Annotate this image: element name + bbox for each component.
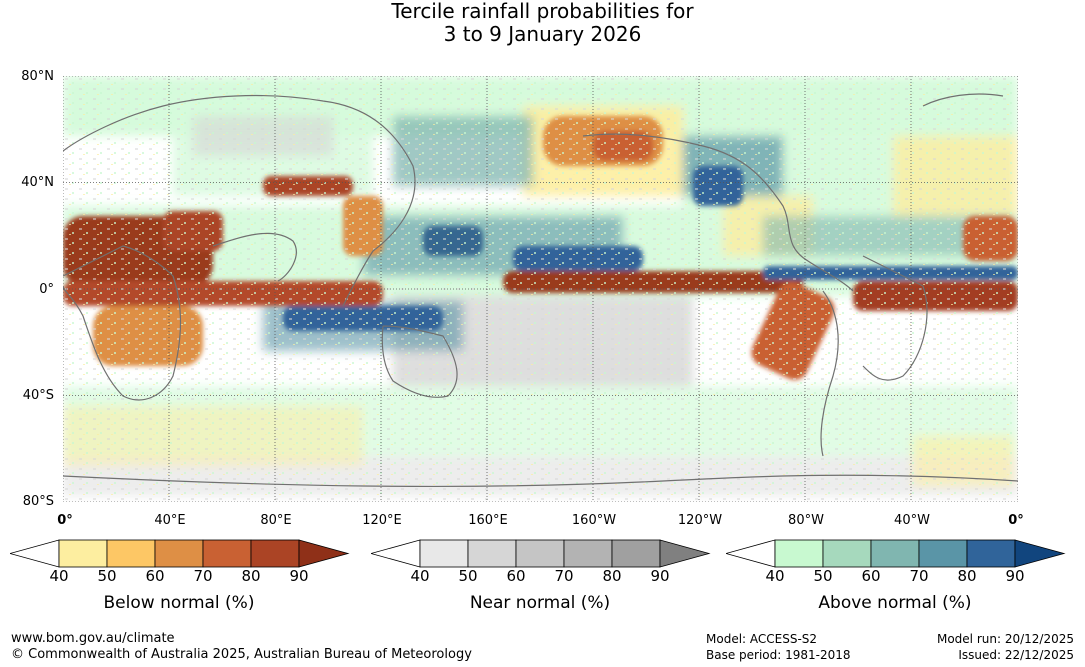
model-name: Model: ACCESS-S2 — [706, 632, 818, 646]
lat-label-80s: 80°S — [22, 494, 54, 509]
legend-below-tick-50: 50 — [97, 567, 117, 585]
gridlines — [63, 76, 1018, 502]
legend-near-tick-50: 50 — [458, 567, 478, 585]
legend-near-swatch-50 — [467, 539, 517, 568]
base-period: Base period: 1981-2018 — [706, 648, 851, 662]
legend-below-swatch-80 — [250, 539, 300, 568]
legend-below-swatch-70 — [202, 539, 252, 568]
legend-above-title: Above normal (%) — [818, 593, 972, 613]
legend-below-swatch-40 — [58, 539, 108, 568]
legend-near-swatch-70 — [563, 539, 613, 568]
lat-label-80n: 80°N — [21, 69, 54, 84]
lat-label-40s: 40°S — [22, 388, 54, 403]
legend-near-tick-90: 90 — [650, 567, 670, 585]
legend-below-title: Below normal (%) — [103, 593, 255, 613]
lon-label-160e: 160°E — [468, 513, 508, 528]
legend-below-swatch-60 — [154, 539, 204, 568]
legend-below-tick-90: 90 — [289, 567, 309, 585]
lon-label-0-west: 0° — [57, 513, 73, 528]
legend-below-tick-70: 70 — [193, 567, 213, 585]
legend-below-normal — [10, 539, 350, 568]
legend-above-swatch-70 — [918, 539, 968, 568]
legend-above-swatch-60 — [870, 539, 920, 568]
legend-below-arrow-low — [10, 539, 60, 568]
legend-near-tick-80: 80 — [602, 567, 622, 585]
legend-near-swatch-60 — [515, 539, 565, 568]
legend-above-arrow-high — [1014, 539, 1066, 568]
title-line-1: Tercile rainfall probabilities for — [391, 0, 694, 23]
legend-near-tick-40: 40 — [410, 567, 430, 585]
model-run-date: Model run: 20/12/2025 — [936, 632, 1074, 646]
legend-below-arrow-high — [298, 539, 350, 568]
lat-label-0: 0° — [39, 282, 54, 297]
legend-near-title: Near normal (%) — [469, 593, 611, 613]
legend-near-tick-70: 70 — [554, 567, 574, 585]
legend-above-tick-90: 90 — [1005, 567, 1025, 585]
title-line-2: 3 to 9 January 2026 — [443, 22, 642, 46]
lon-label-0-east: 0° — [1008, 513, 1024, 528]
probability-map — [63, 76, 1018, 502]
legend-above-normal — [726, 539, 1066, 568]
legend-above-tick-70: 70 — [909, 567, 929, 585]
coastlines — [63, 93, 1018, 488]
legend-above-arrow-low — [726, 539, 776, 568]
legend-below-tick-40: 40 — [49, 567, 69, 585]
legend-above-swatch-40 — [774, 539, 824, 568]
legend-below-tick-60: 60 — [145, 567, 165, 585]
legend-near-arrow-low — [371, 539, 421, 568]
copyright-text: © Commonwealth of Australia 2025, Austra… — [11, 647, 472, 662]
legend-above-tick-50: 50 — [813, 567, 833, 585]
lon-label-120e: 120°E — [362, 513, 402, 528]
legend-near-tick-60: 60 — [506, 567, 526, 585]
legend-below-swatch-50 — [106, 539, 156, 568]
legend-above-tick-80: 80 — [957, 567, 977, 585]
legend-above-tick-60: 60 — [861, 567, 881, 585]
legend-above-swatch-80 — [966, 539, 1016, 568]
lon-label-80w: 80°W — [788, 513, 824, 528]
legend-near-swatch-80 — [611, 539, 661, 568]
legend-near-arrow-high — [659, 539, 711, 568]
legend-near-normal — [371, 539, 711, 568]
lon-label-40e: 40°E — [154, 513, 186, 528]
legend-below-tick-80: 80 — [241, 567, 261, 585]
lat-label-40n: 40°N — [21, 175, 54, 190]
lon-label-40w: 40°W — [894, 513, 930, 528]
issued-date: Issued: 22/12/2025 — [958, 648, 1074, 662]
chart-title: Tercile rainfall probabilities for 3 to … — [0, 0, 1085, 46]
legend-near-swatch-40 — [419, 539, 469, 568]
website-link[interactable]: www.bom.gov.au/climate — [11, 631, 175, 646]
lon-label-160w: 160°W — [571, 513, 617, 528]
legend-above-tick-40: 40 — [765, 567, 785, 585]
lon-label-80e: 80°E — [260, 513, 292, 528]
legend-above-swatch-50 — [822, 539, 872, 568]
lon-label-120w: 120°W — [677, 513, 723, 528]
